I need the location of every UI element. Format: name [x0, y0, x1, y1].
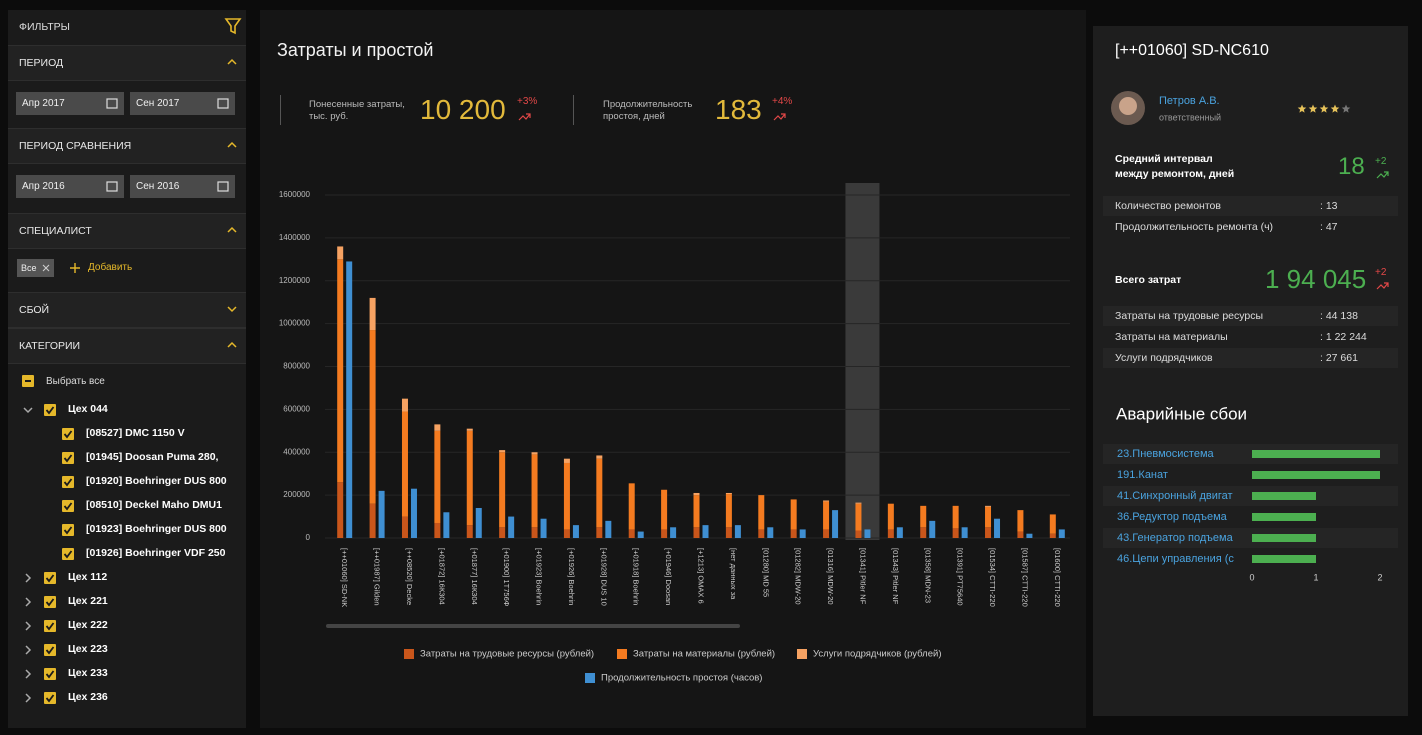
kpi-divider: [573, 95, 574, 125]
category-item[interactable]: [08527] DMC 1150 V: [86, 427, 185, 439]
category-group[interactable]: Цех 112: [68, 571, 108, 583]
section-title: СПЕЦИАЛИСТ: [19, 225, 92, 237]
details-panel: [1093, 26, 1408, 716]
sidebar-panel: [8, 10, 246, 728]
filters-title: ФИЛЬТРЫ: [19, 21, 70, 33]
date-text: Апр 2016: [22, 181, 65, 192]
category-item[interactable]: [01945] Doosan Puma 280,: [86, 451, 219, 463]
kpi-divider: [280, 95, 281, 125]
section-title: СБОЙ: [19, 304, 50, 316]
section-header[interactable]: [8, 213, 246, 249]
interval-value: 18: [1338, 153, 1365, 180]
total-value: 1 94 045: [1265, 264, 1367, 294]
category-item[interactable]: [01920] Boehringer DUS 800: [86, 475, 227, 487]
total-label: Всего затрат: [1115, 274, 1182, 286]
date-text: Сен 2016: [136, 181, 180, 192]
section-title: ПЕРИОД СРАВНЕНИЯ: [19, 140, 132, 152]
date-text: Сен 2017: [136, 98, 180, 109]
kpi-label: Продолжительность простоя, дней: [603, 99, 693, 122]
section-header[interactable]: [8, 128, 246, 164]
kpi-label: Понесенные затраты, тыс. руб.: [309, 99, 405, 122]
category-group[interactable]: Цех 222: [68, 619, 108, 631]
category-group[interactable]: Цех 044: [68, 403, 108, 415]
category-group[interactable]: Цех 236: [68, 691, 108, 703]
category-group[interactable]: Цех 233: [68, 667, 108, 679]
date-input[interactable]: [130, 92, 235, 115]
interval-label: Средний интервал между ремонтом, дней: [1115, 153, 1235, 180]
category-group[interactable]: Цех 223: [68, 643, 108, 655]
interval-delta: +2: [1375, 156, 1387, 167]
date-input[interactable]: [16, 92, 124, 115]
kpi-delta: +4%: [772, 96, 793, 107]
main-panel: [260, 10, 1086, 728]
chip[interactable]: [17, 259, 54, 277]
category-item[interactable]: [08510] Deckel Maho DMU1: [86, 499, 222, 511]
total-delta: +2: [1375, 267, 1387, 278]
date-input[interactable]: [130, 175, 235, 198]
kpi-value: 10 200: [420, 94, 506, 125]
chip-text: Все: [21, 263, 37, 273]
category-group[interactable]: Цех 221: [68, 595, 108, 607]
date-text: Апр 2017: [22, 98, 65, 109]
category-item[interactable]: [01923] Boehringer DUS 800: [86, 523, 227, 535]
kpi-value: 183: [715, 94, 762, 125]
select-all-text[interactable]: Выбрать все: [46, 376, 105, 387]
section-title: ПЕРИОД: [19, 57, 64, 69]
section-header[interactable]: [8, 328, 246, 364]
add-button[interactable]: Добавить: [88, 262, 133, 273]
kpi-delta: +3%: [517, 96, 538, 107]
section-header[interactable]: [8, 292, 246, 328]
page-title: Затраты и простой: [277, 40, 434, 60]
date-input[interactable]: [16, 175, 124, 198]
category-item[interactable]: [01926] Boehringer VDF 250: [86, 547, 226, 559]
section-header[interactable]: [8, 45, 246, 81]
section-title: КАТЕГОРИИ: [19, 340, 81, 352]
